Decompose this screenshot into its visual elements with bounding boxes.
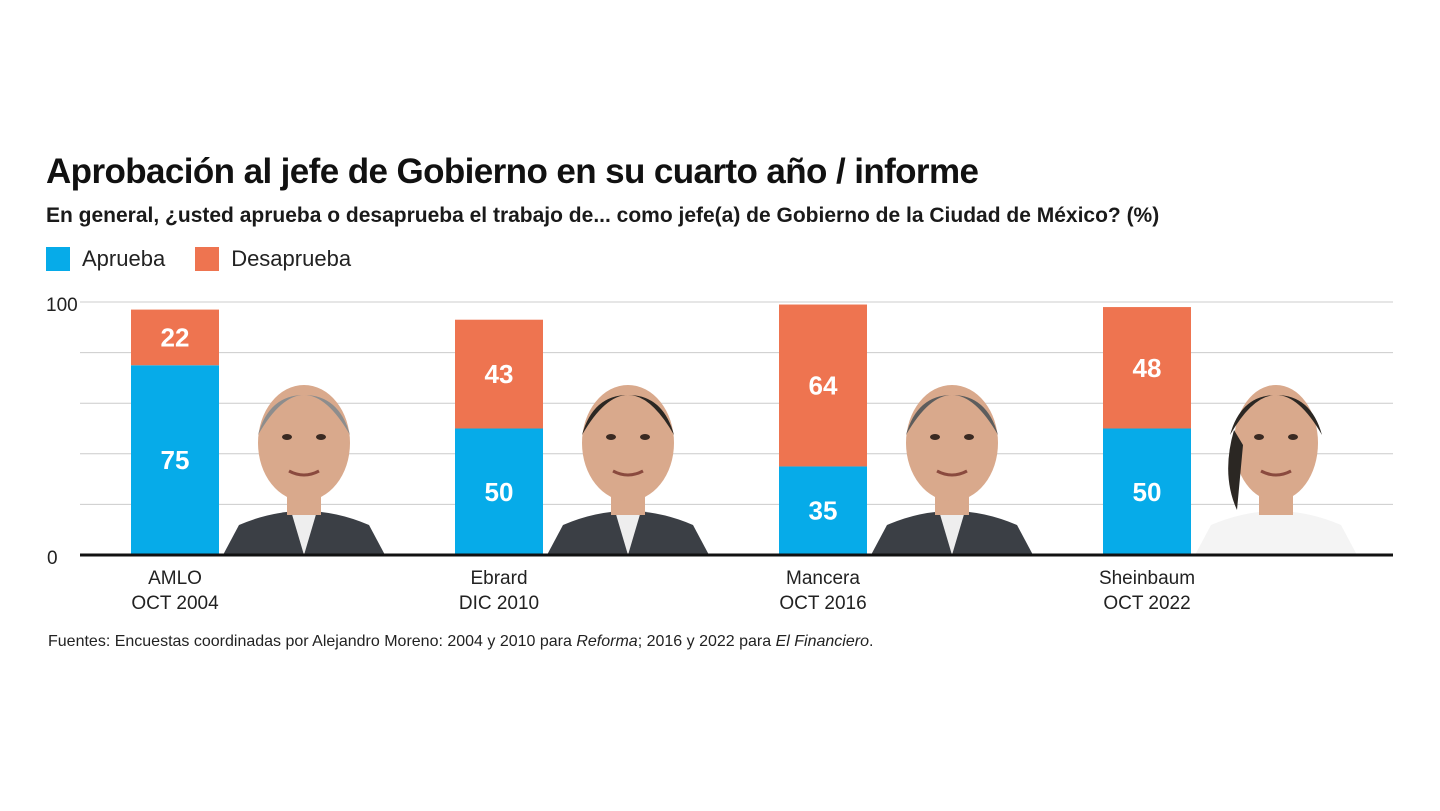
- footnote-source-financiero: El Financiero: [775, 633, 869, 650]
- bar-aprueba-mancera: [779, 466, 867, 555]
- x-tick-label-sheinbaum: Sheinbaum: [1099, 568, 1195, 589]
- chart-title: Aprobación al jefe de Gobierno en su cua…: [46, 152, 979, 191]
- bar-label-aprueba-sheinbaum: 50: [1133, 477, 1162, 507]
- sheinbaum-portrait-icon: [1195, 385, 1357, 555]
- x-tick-label-ebrard: Ebrard: [470, 568, 527, 589]
- x-tick-date-sheinbaum: OCT 2022: [1103, 593, 1190, 614]
- y-tick-label-0: 0: [47, 548, 58, 569]
- legend-label-aprueba: Aprueba: [82, 246, 166, 271]
- legend: Aprueba Desaprueba: [46, 246, 381, 272]
- footnote-prefix: Fuentes: Encuestas coordinadas por Aleja…: [48, 633, 577, 650]
- bar-aprueba-ebrard: [455, 428, 543, 555]
- bar-aprueba-sheinbaum: [1103, 428, 1191, 555]
- chart-subtitle: En general, ¿usted aprueba o desaprueba …: [46, 204, 1160, 227]
- legend-swatch-aprueba: [46, 247, 70, 271]
- x-tick-label-amlo: AMLO: [148, 568, 202, 589]
- legend-swatch-desaprueba: [195, 247, 220, 271]
- bar-desaprueba-amlo: [131, 309, 219, 366]
- ebrard-portrait-icon: [547, 385, 709, 555]
- bar-desaprueba-mancera: [779, 304, 867, 467]
- bar-label-desaprueba-ebrard: 43: [485, 359, 514, 389]
- footnote: Fuentes: Encuestas coordinadas por Aleja…: [48, 633, 873, 651]
- legend-item-desaprueba: Desaprueba: [195, 246, 351, 272]
- bar-label-aprueba-mancera: 35: [809, 496, 838, 526]
- bar-label-aprueba-ebrard: 50: [485, 477, 514, 507]
- legend-label-desaprueba: Desaprueba: [231, 246, 352, 271]
- bar-desaprueba-sheinbaum: [1103, 307, 1191, 429]
- x-tick-date-amlo: OCT 2004: [131, 593, 219, 614]
- x-tick-date-ebrard: DIC 2010: [459, 593, 539, 614]
- footnote-middle: ; 2016 y 2022 para: [637, 633, 776, 650]
- bar-desaprueba-ebrard: [455, 319, 543, 429]
- x-tick-date-mancera: OCT 2016: [779, 593, 866, 614]
- amlo-portrait-icon: [223, 385, 385, 555]
- bar-label-aprueba-amlo: 75: [161, 445, 190, 475]
- mancera-portrait-icon: [871, 385, 1033, 555]
- bar-label-desaprueba-sheinbaum: 48: [1133, 353, 1162, 383]
- legend-item-aprueba: Aprueba: [46, 246, 165, 272]
- x-tick-label-mancera: Mancera: [786, 568, 860, 589]
- footnote-source-reforma: Reforma: [576, 633, 638, 650]
- y-tick-label-100: 100: [46, 295, 78, 316]
- bar-aprueba-amlo: [131, 365, 219, 555]
- bar-label-desaprueba-amlo: 22: [161, 322, 190, 352]
- footnote-suffix: .: [868, 633, 874, 650]
- bar-label-desaprueba-mancera: 64: [809, 370, 838, 400]
